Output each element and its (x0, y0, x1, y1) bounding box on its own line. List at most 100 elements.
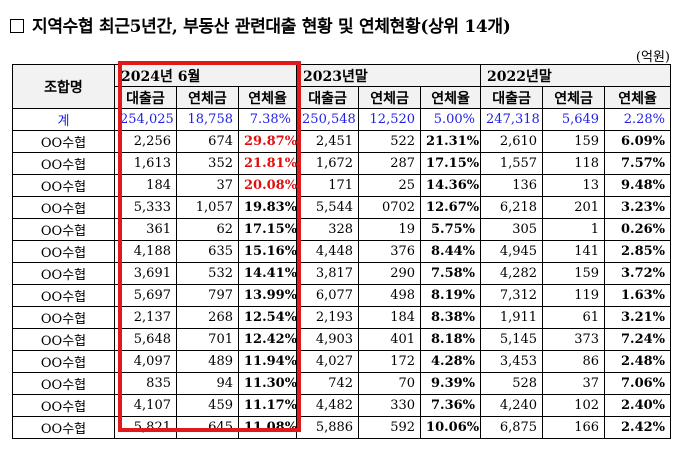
value-cell: 2.42% (604, 416, 672, 439)
value-cell: 13.99% (237, 284, 297, 307)
group-header: 2022년말 (480, 64, 672, 87)
table-row: OO수협 2,256 674 29.87% 2,451 522 21.31% 2,610 159… (12, 130, 672, 153)
value-cell: 532 (176, 262, 239, 285)
value-cell: 247,318 (480, 108, 544, 131)
org-name-cell: OO수협 (12, 152, 115, 175)
value-cell: 70 (358, 372, 422, 395)
value-cell: 742 (296, 372, 360, 395)
value-cell: 15.16% (237, 240, 297, 263)
value-cell: 0702 (358, 196, 422, 219)
value-cell: 2,451 (296, 130, 360, 153)
value-cell: 330 (358, 394, 422, 417)
org-name-cell: OO수협 (12, 394, 115, 417)
value-cell: 2,193 (296, 306, 360, 329)
title-text: 지역수협 최근5년간, 부동산 관련대출 현황 및 연체현황(상위 14개) (32, 17, 511, 37)
value-cell: 13 (542, 174, 606, 197)
value-cell: 401 (358, 328, 422, 351)
total-row: 계 254,025 18,758 7.38% 250,548 12,520 5.… (12, 108, 672, 131)
value-cell: 528 (480, 372, 544, 395)
org-name-cell: OO수협 (12, 350, 115, 373)
value-cell: 797 (176, 284, 239, 307)
value-cell: 12.54% (237, 306, 297, 329)
value-cell: 7.57% (604, 152, 672, 175)
value-cell: 2.40% (604, 394, 672, 417)
table-row: OO수협 5,821 645 11.08% 5,886 592 10.06% 6,875 166… (12, 416, 672, 439)
value-cell: 522 (358, 130, 422, 153)
value-cell: 5,821 (114, 416, 177, 439)
value-cell: 3.21% (604, 306, 672, 329)
org-name-cell: OO수협 (12, 284, 115, 307)
value-cell: 361 (114, 218, 177, 241)
value-cell: 4,107 (114, 394, 177, 417)
value-cell: 17.15% (420, 152, 482, 175)
value-cell: 18,758 (176, 108, 239, 131)
value-cell: 10.06% (420, 416, 482, 439)
value-cell: 254,025 (114, 108, 177, 131)
value-cell: 3.23% (604, 196, 672, 219)
value-cell: 3,691 (114, 262, 177, 285)
value-cell: 7.58% (420, 262, 482, 285)
value-cell: 1,911 (480, 306, 544, 329)
value-cell: 12.67% (420, 196, 482, 219)
table-row: OO수협 4,107 459 11.17% 4,482 330 7.36% 4,240 102 2… (12, 394, 672, 417)
value-cell: 290 (358, 262, 422, 285)
table-row: OO수협 2,137 268 12.54% 2,193 184 8.38% 1,911 61 3.… (12, 306, 672, 329)
value-cell: 592 (358, 416, 422, 439)
value-cell: 2,610 (480, 130, 544, 153)
org-name-cell: OO수협 (12, 196, 115, 219)
value-cell: 62 (176, 218, 239, 241)
sub-header: 대출금 (296, 86, 360, 109)
value-cell: 3,817 (296, 262, 360, 285)
value-cell: 1,057 (176, 196, 239, 219)
value-cell: 2,256 (114, 130, 177, 153)
value-cell: 287 (358, 152, 422, 175)
org-name-cell: OO수협 (12, 174, 115, 197)
table-row: OO수협 184 37 20.08% 171 25 14.36% 136 13 9.48% (12, 174, 672, 197)
org-name-cell: OO수협 (12, 262, 115, 285)
value-cell: 14.41% (237, 262, 297, 285)
value-cell: 4,282 (480, 262, 544, 285)
value-cell: 8.18% (420, 328, 482, 351)
value-cell: 21.31% (420, 130, 482, 153)
value-cell: 4,188 (114, 240, 177, 263)
unit-label: (억원) (635, 50, 670, 65)
page-title: 지역수협 최근5년간, 부동산 관련대출 현황 및 연체현황(상위 14개) (10, 12, 511, 37)
value-cell: 12,520 (358, 108, 422, 131)
value-cell: 102 (542, 394, 606, 417)
org-name-cell: OO수협 (12, 416, 115, 439)
value-cell: 7.06% (604, 372, 672, 395)
value-cell: 9.48% (604, 174, 672, 197)
value-cell: 835 (114, 372, 177, 395)
sub-header: 연체율 (237, 86, 298, 109)
sub-header: 대출금 (480, 86, 544, 109)
value-cell: 4,027 (296, 350, 360, 373)
table-row: OO수협 5,333 1,057 19.83% 5,544 0702 12.67% 6,218… (12, 196, 672, 219)
value-cell: 498 (358, 284, 422, 307)
value-cell: 4,240 (480, 394, 544, 417)
value-cell: 25 (358, 174, 422, 197)
value-cell: 1,672 (296, 152, 360, 175)
value-cell: 7.36% (420, 394, 482, 417)
org-name-cell: 계 (12, 108, 115, 131)
table-row: OO수협 1,613 352 21.81% 1,672 287 17.15% 1,557 118… (12, 152, 672, 175)
org-name-cell: OO수협 (12, 372, 115, 395)
value-cell: 305 (480, 218, 544, 241)
loan-table: 조합명 2024년 6월 2023년말 2022년말 대출금 연체금 연체율 대… (12, 64, 672, 439)
value-cell: 8.44% (420, 240, 482, 263)
value-cell: 1.63% (604, 284, 672, 307)
value-cell: 376 (358, 240, 422, 263)
value-cell: 1,613 (114, 152, 177, 175)
value-cell: 250,548 (296, 108, 360, 131)
value-cell: 268 (176, 306, 239, 329)
sub-header: 대출금 (114, 86, 177, 109)
value-cell: 4.28% (420, 350, 482, 373)
value-cell: 4,903 (296, 328, 360, 351)
value-cell: 645 (176, 416, 239, 439)
value-cell: 19 (358, 218, 422, 241)
value-cell: 14.36% (420, 174, 482, 197)
value-cell: 37 (542, 372, 606, 395)
value-cell: 4,945 (480, 240, 544, 263)
value-cell: 6,875 (480, 416, 544, 439)
value-cell: 5,649 (542, 108, 606, 131)
table-row: OO수협 5,697 797 13.99% 6,077 498 8.19% 7,312 119 1… (12, 284, 672, 307)
